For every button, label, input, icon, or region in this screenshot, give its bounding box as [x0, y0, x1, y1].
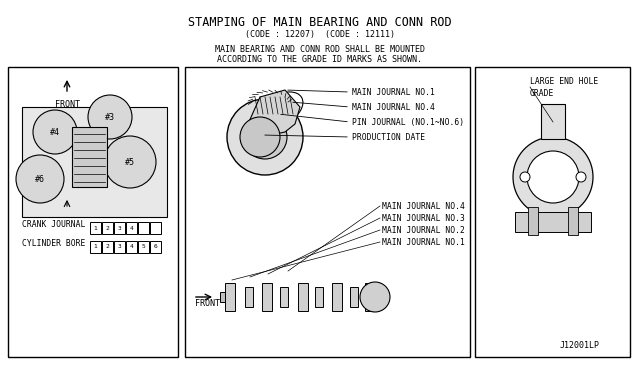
Text: #5: #5 [125, 157, 135, 167]
Text: 1: 1 [93, 225, 97, 231]
Bar [126, 222, 137, 234]
Bar [22, 107, 167, 217]
Text: MAIN JOURNAL NO.1: MAIN JOURNAL NO.1 [352, 87, 435, 96]
Text: 4: 4 [130, 244, 133, 250]
Text: STAMPING OF MAIN BEARING AND CONN ROD: STAMPING OF MAIN BEARING AND CONN ROD [188, 16, 452, 29]
Bar [8, 67, 178, 357]
Bar [332, 283, 342, 311]
Bar [114, 241, 125, 253]
Bar [126, 241, 137, 253]
Text: 5: 5 [141, 244, 145, 250]
Circle shape [104, 136, 156, 188]
Text: J12001LP: J12001LP [560, 341, 600, 350]
Bar [245, 287, 253, 307]
Polygon shape [248, 90, 300, 135]
Circle shape [243, 115, 287, 159]
Bar [528, 207, 538, 235]
Bar [150, 241, 161, 253]
Bar [280, 287, 288, 307]
Circle shape [360, 282, 390, 312]
Circle shape [33, 110, 77, 154]
Text: 2: 2 [106, 225, 109, 231]
Bar [515, 212, 591, 232]
Bar [102, 241, 113, 253]
Bar [90, 241, 101, 253]
Text: LARGE END HOLE
GRADE: LARGE END HOLE GRADE [530, 77, 598, 98]
Text: MAIN JOURNAL NO.4: MAIN JOURNAL NO.4 [352, 103, 435, 112]
Text: PIN JOURNAL (NO.1~NO.6): PIN JOURNAL (NO.1~NO.6) [352, 118, 464, 126]
Text: 3: 3 [118, 244, 122, 250]
Bar [138, 241, 149, 253]
Bar [350, 287, 358, 307]
Circle shape [227, 99, 303, 175]
Text: 6: 6 [154, 244, 157, 250]
Text: 2: 2 [106, 244, 109, 250]
Text: PRODUCTION DATE: PRODUCTION DATE [352, 132, 425, 141]
Bar [114, 222, 125, 234]
Bar [568, 207, 578, 235]
Circle shape [240, 117, 280, 157]
Text: #4: #4 [50, 128, 60, 137]
Bar [541, 104, 565, 139]
Text: CRANK JOURNAL: CRANK JOURNAL [22, 220, 85, 229]
Text: (CODE : 12207)  (CODE : 12111): (CODE : 12207) (CODE : 12111) [245, 29, 395, 38]
Text: 1: 1 [93, 244, 97, 250]
Bar [225, 283, 235, 311]
Circle shape [88, 95, 132, 139]
Bar [72, 127, 107, 187]
Bar [298, 283, 308, 311]
Bar [220, 292, 225, 302]
Bar [315, 287, 323, 307]
Text: MAIN BEARING AND CONN ROD SHALL BE MOUNTED: MAIN BEARING AND CONN ROD SHALL BE MOUNT… [215, 45, 425, 54]
Text: FRONT: FRONT [195, 299, 220, 308]
Bar [475, 67, 630, 357]
Text: MAIN JOURNAL NO.2: MAIN JOURNAL NO.2 [382, 225, 465, 234]
Text: 3: 3 [118, 225, 122, 231]
Bar [262, 283, 272, 311]
Text: 4: 4 [130, 225, 133, 231]
Text: #6: #6 [35, 174, 45, 183]
Text: MAIN JOURNAL NO.3: MAIN JOURNAL NO.3 [382, 214, 465, 222]
Circle shape [520, 172, 530, 182]
Circle shape [513, 137, 593, 217]
Circle shape [576, 172, 586, 182]
Text: MAIN JOURNAL NO.1: MAIN JOURNAL NO.1 [382, 237, 465, 247]
Text: #3: #3 [105, 112, 115, 122]
Bar [138, 222, 149, 234]
Bar [185, 67, 470, 357]
Text: MAIN JOURNAL NO.4: MAIN JOURNAL NO.4 [382, 202, 465, 211]
Bar [90, 222, 101, 234]
Bar [102, 222, 113, 234]
Circle shape [16, 155, 64, 203]
Bar [150, 222, 161, 234]
Bar [365, 283, 375, 311]
Text: ACCORDING TO THE GRADE ID MARKS AS SHOWN.: ACCORDING TO THE GRADE ID MARKS AS SHOWN… [218, 55, 422, 64]
Circle shape [527, 151, 579, 203]
Text: CYLINDER BORE: CYLINDER BORE [22, 239, 85, 248]
Text: FRONT: FRONT [54, 100, 79, 109]
